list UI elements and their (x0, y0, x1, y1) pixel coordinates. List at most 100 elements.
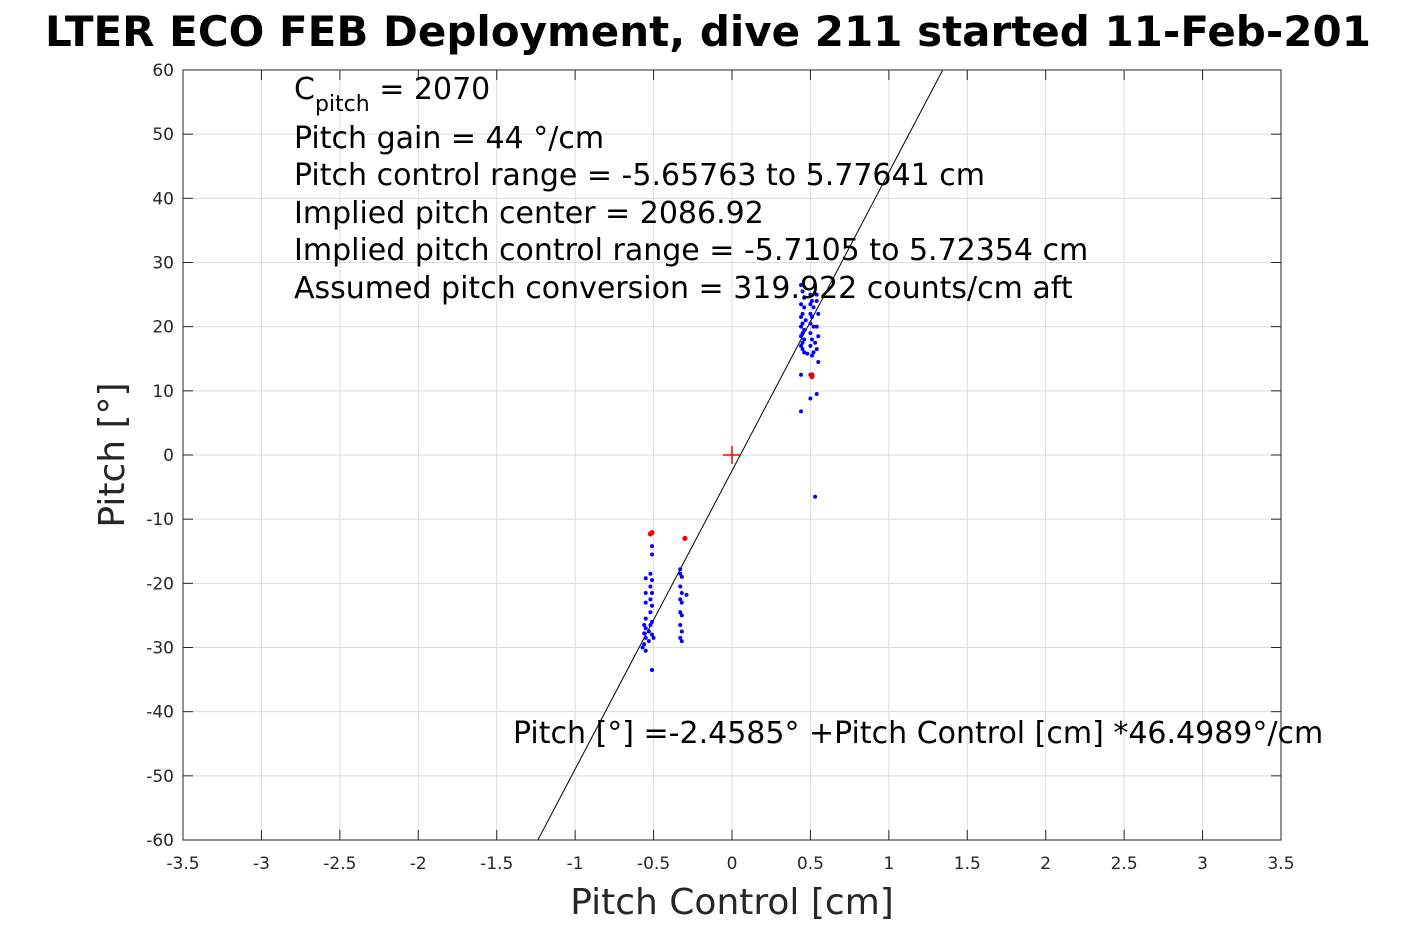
blue-data-point (678, 597, 683, 602)
blue-data-point (816, 359, 821, 364)
annotation-implied-center: Implied pitch center = 2086.92 (294, 196, 764, 231)
blue-data-point (679, 574, 684, 579)
blue-data-point (816, 334, 821, 339)
blue-data-point (678, 610, 683, 615)
blue-data-point (803, 318, 808, 323)
blue-data-point (811, 324, 816, 329)
blue-data-point (805, 351, 810, 356)
blue-data-point (650, 590, 655, 595)
y-tick-label: 50 (152, 125, 174, 145)
x-tick-label: 1.5 (954, 854, 981, 874)
blue-data-point (678, 623, 683, 628)
annotation-block: Cpitch = 2070 Pitch gain = 44 °/cm Pitch… (294, 72, 1088, 306)
blue-data-point (648, 623, 653, 628)
blue-data-point (802, 305, 807, 310)
blue-data-point (643, 648, 648, 653)
blue-data-point (800, 311, 805, 316)
y-tick-labels: -60 -50 -40 -30 -20 -10 0 10 20 30 40 50 60 (146, 61, 174, 851)
x-tick-label: 2 (1040, 854, 1051, 874)
y-tick-label: -40 (146, 703, 174, 723)
y-tick-label: -60 (146, 831, 174, 851)
red-data-point (809, 372, 815, 378)
blue-data-point (678, 571, 683, 576)
x-tick-label: -0.5 (637, 854, 670, 874)
blue-data-point (643, 635, 648, 640)
annotation-c-pitch: Cpitch = 2070 (294, 72, 490, 117)
blue-data-point (643, 626, 648, 631)
blue-data-point (802, 350, 807, 355)
blue-data-point (808, 321, 813, 326)
blue-data-point (802, 327, 807, 332)
y-tick-label: 40 (152, 189, 174, 209)
x-tick-label: -3.5 (166, 854, 199, 874)
annotation-implied-range: Implied pitch control range = -5.7105 to… (294, 233, 1088, 268)
blue-data-point (650, 632, 655, 637)
blue-data-point (811, 305, 816, 310)
blue-data-point (813, 340, 818, 345)
axis-ticks (182, 69, 1282, 841)
blue-data-point (799, 334, 804, 339)
blue-data-point (808, 302, 813, 307)
blue-data-point (799, 372, 804, 377)
blue-data-point (808, 292, 813, 297)
blue-data-point (816, 311, 821, 316)
blue-data-point (640, 645, 645, 650)
blue-data-point (813, 494, 818, 499)
annotation-c-pitch-main: C (294, 72, 315, 107)
x-tick-label: -1 (567, 854, 584, 874)
blue-data-point (809, 337, 814, 342)
blue-data-point (678, 567, 683, 572)
x-tick-label: 0 (727, 854, 738, 874)
blue-data-point (650, 619, 655, 624)
x-tick-label: 0.5 (797, 854, 824, 874)
x-tick-label: -2.5 (323, 854, 356, 874)
blue-data-point (643, 590, 648, 595)
blue-data-point (643, 600, 648, 605)
blue-data-point (809, 315, 814, 320)
blue-data-point (799, 302, 804, 307)
x-tick-label: 1 (883, 854, 894, 874)
blue-data-point (802, 295, 807, 300)
blue-data-point (646, 629, 651, 634)
blue-data-point (679, 613, 684, 618)
blue-data-point (642, 642, 647, 647)
x-axis-label: Pitch Control [cm] (570, 882, 894, 923)
annotation-control-range: Pitch control range = -5.65763 to 5.7764… (294, 158, 985, 193)
blue-data-point (799, 409, 804, 414)
x-tick-label: -1.5 (480, 854, 513, 874)
blue-data-point (648, 597, 653, 602)
blue-data-point (800, 289, 805, 294)
blue-data-point (799, 315, 804, 320)
blue-data-point (650, 667, 655, 672)
red-data-point (647, 531, 654, 537)
blue-data-point (642, 631, 647, 636)
blue-data-point (800, 347, 805, 352)
x-tick-label: -3 (253, 854, 270, 874)
blue-data-point (814, 347, 819, 352)
chart-title: LTER ECO FEB Deployment, dive 211 starte… (45, 7, 1371, 56)
blue-data-point (814, 292, 819, 297)
blue-data-point (800, 340, 805, 345)
blue-data-point (650, 603, 655, 608)
blue-data-point (808, 396, 813, 401)
y-tick-label: 10 (152, 382, 174, 402)
blue-data-point (814, 299, 819, 303)
y-tick-label: -50 (146, 767, 174, 787)
points-group (640, 282, 821, 672)
blue-data-point (679, 590, 684, 595)
annotation-c-pitch-value: = 2070 (370, 72, 491, 107)
blue-data-point (811, 350, 816, 355)
blue-data-point (814, 392, 819, 397)
y-tick-label: -30 (146, 639, 174, 659)
plot-content (537, 70, 944, 840)
blue-data-point (678, 635, 683, 640)
y-tick-label: 0 (163, 446, 174, 466)
blue-data-point (679, 629, 684, 634)
x-tick-labels: -3.5 -3 -2.5 -2 -1.5 -1 -0.5 0 0.5 1 1.5 2 2.5 3 3.5 (166, 854, 1294, 874)
blue-data-point (684, 592, 689, 597)
blue-data-point (800, 331, 805, 336)
x-tick-label: 3 (1197, 854, 1208, 874)
blue-data-point (648, 584, 653, 589)
blue-data-point (799, 282, 804, 287)
annotation-c-pitch-sub: pitch (315, 92, 370, 117)
